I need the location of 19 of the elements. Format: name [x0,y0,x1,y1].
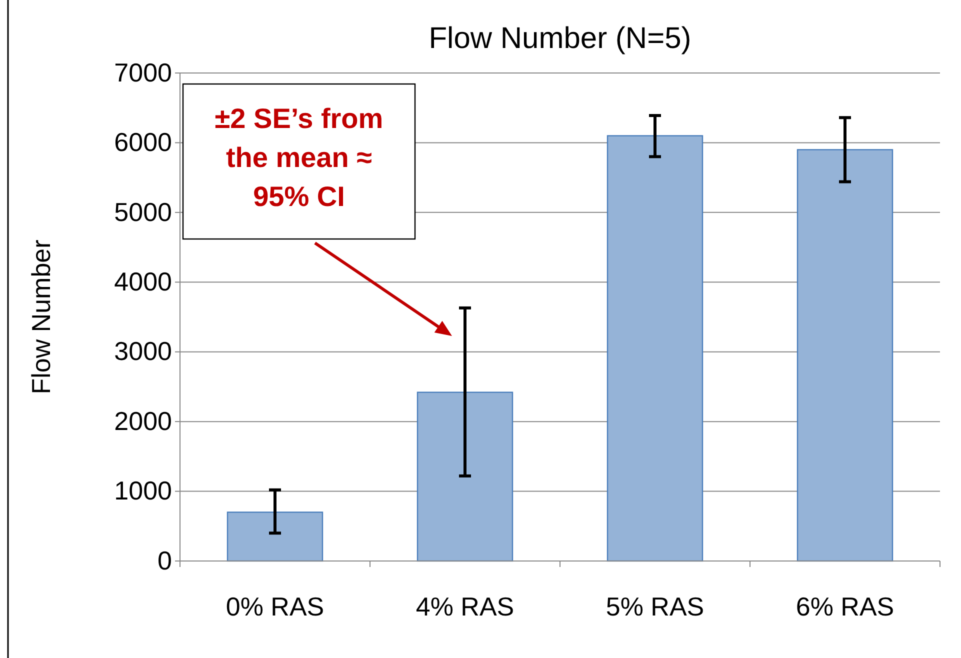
x-tick-label: 0% RAS [226,591,324,622]
bar [796,149,894,562]
y-tick-label: 6000 [114,127,172,158]
y-tick-label: 3000 [114,336,172,366]
y-tick-label: 5000 [114,196,172,227]
bar [606,135,704,562]
bar [226,512,324,562]
y-tick-label: 7000 [114,57,172,88]
y-tick-label: 0 [158,545,172,576]
y-tick-label: 1000 [114,476,172,506]
y-tick-label: 4000 [114,266,172,296]
y-tick-label: 2000 [114,406,172,436]
x-tick-label: 6% RAS [796,591,894,622]
annotation: ±2 SE’s from the mean ≈ 95% CI [214,103,384,212]
bar [416,392,514,562]
chart-title: Flow Number (N=5) [428,22,692,55]
x-tick-label: 5% RAS [606,591,704,622]
y-axis-title: Flow Number [26,239,56,394]
x-tick-label: 4% RAS [416,591,514,622]
